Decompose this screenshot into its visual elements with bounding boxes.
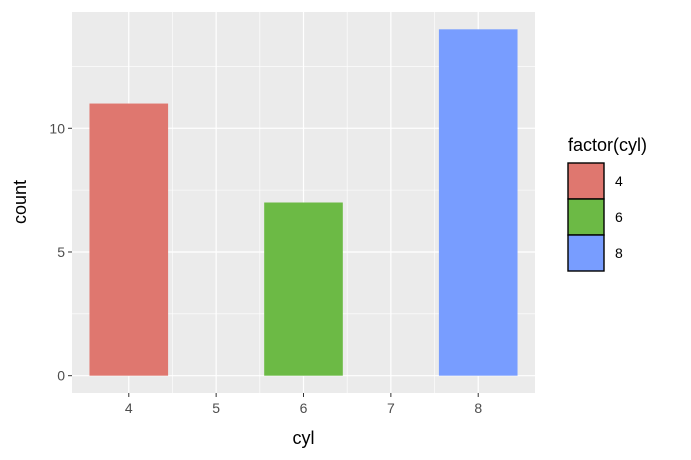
x-tick-label: 6 [300, 400, 308, 416]
x-tick-label: 4 [125, 400, 133, 416]
legend: factor(cyl) 4 6 8 [567, 135, 647, 272]
bar-cyl-6 [264, 202, 343, 376]
x-tick-label: 5 [212, 400, 220, 416]
bar-cyl-4 [89, 103, 169, 376]
legend-key-8 [567, 234, 605, 272]
bar-cyl-8 [438, 29, 518, 376]
legend-label-6: 6 [615, 209, 623, 225]
legend-label-4: 4 [615, 173, 623, 189]
y-tick-label: 5 [57, 244, 65, 260]
x-tick-label: 7 [387, 400, 395, 416]
y-axis: 0 5 10 [49, 120, 72, 384]
x-tick-label: 8 [474, 400, 482, 416]
y-tick-label: 10 [49, 120, 65, 136]
legend-label-8: 8 [615, 245, 623, 261]
bars [89, 29, 518, 376]
x-axis-title: cyl [293, 428, 315, 448]
y-tick-label: 0 [57, 368, 65, 384]
y-axis-title: count [10, 180, 30, 224]
legend-key-6 [567, 198, 605, 236]
x-axis: 4 5 6 7 8 [125, 393, 482, 416]
legend-title: factor(cyl) [568, 135, 647, 155]
legend-key-4 [567, 162, 605, 200]
